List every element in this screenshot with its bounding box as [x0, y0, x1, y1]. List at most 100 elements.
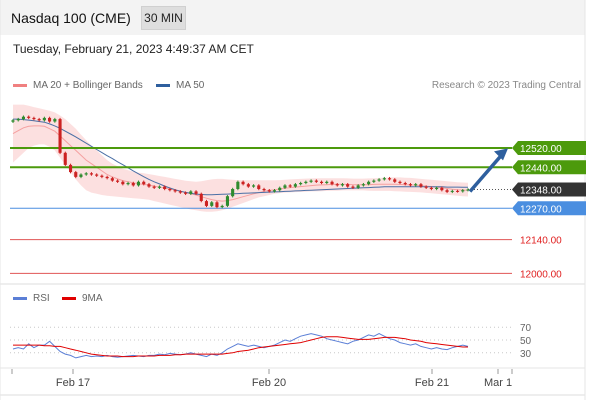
- level-label-12440: 12440.00: [520, 163, 562, 174]
- ma50-line: [13, 118, 468, 196]
- candle-body: [11, 120, 15, 122]
- candle-body: [252, 185, 256, 187]
- candle-body: [330, 181, 334, 185]
- candle-body: [450, 190, 454, 192]
- bollinger-band-area: [13, 104, 468, 212]
- candle-body: [184, 192, 188, 194]
- candle-body: [131, 183, 135, 186]
- candle-body: [121, 181, 125, 185]
- candle-body: [340, 184, 344, 186]
- candle-body: [309, 180, 313, 182]
- candle-body: [388, 178, 392, 180]
- copyright-notice: Research © 2023 Trading Central: [431, 80, 581, 91]
- candle-body: [262, 189, 266, 191]
- candle-body: [445, 190, 449, 192]
- candle-body: [236, 181, 240, 189]
- candle-body: [178, 191, 182, 193]
- candle-body: [435, 187, 439, 189]
- level-tag-12348: [512, 182, 586, 197]
- candle-body: [314, 180, 318, 182]
- candle-body: [225, 196, 229, 206]
- level-tag-12520: [512, 141, 586, 156]
- candle-body: [272, 190, 276, 192]
- candle-body: [429, 187, 433, 189]
- candle-body: [299, 183, 303, 185]
- candle-body: [424, 186, 428, 188]
- legend-swatch-rsi: [13, 297, 27, 300]
- candle-body: [204, 201, 208, 206]
- candle-body: [356, 185, 360, 188]
- legend-rsi: RSI: [13, 293, 50, 304]
- candle-body: [288, 185, 292, 187]
- candle-body: [231, 189, 235, 197]
- projection-arrow-head: [494, 148, 508, 161]
- candle-body: [325, 181, 329, 183]
- level-label-12348: 12348.00: [520, 185, 562, 196]
- candle-body: [105, 176, 109, 179]
- candle-body: [37, 119, 41, 121]
- candle-body: [21, 116, 25, 120]
- x-axis-label: Feb 20: [252, 377, 286, 389]
- candle-body: [110, 178, 114, 181]
- rsi-line: [12, 333, 469, 359]
- candle-body: [168, 189, 172, 191]
- candle-body: [89, 173, 93, 175]
- rsi-tick-label: 50: [520, 336, 532, 347]
- ma20-line: [12, 125, 469, 202]
- timeframe-button[interactable]: 30 MIN: [141, 6, 186, 30]
- candle-body: [163, 186, 167, 189]
- candle-body: [283, 185, 287, 188]
- x-axis-label: Feb 17: [56, 377, 90, 389]
- candle-body: [173, 190, 177, 192]
- candle-body: [220, 205, 224, 208]
- candle-body: [53, 119, 57, 122]
- candle-body: [466, 189, 470, 191]
- candle-body: [79, 174, 83, 177]
- candle-body: [246, 184, 250, 187]
- candle-body: [293, 184, 297, 187]
- candle-body: [257, 185, 261, 189]
- candle-body: [16, 119, 20, 121]
- legend-swatch-ma20: [13, 84, 27, 87]
- candle-body: [377, 179, 381, 181]
- candle-body: [69, 164, 73, 173]
- candle-body: [194, 191, 198, 194]
- candle-body: [408, 184, 412, 186]
- candle-body: [116, 180, 120, 182]
- candle-body: [32, 117, 36, 120]
- candle-body: [136, 181, 140, 186]
- candle-body: [157, 186, 161, 188]
- candle-body: [95, 174, 99, 176]
- candle-body: [398, 181, 402, 183]
- candle-body: [48, 117, 52, 122]
- candle-body: [241, 181, 245, 185]
- level-tag-12270: [512, 201, 586, 216]
- candle-body: [414, 184, 418, 186]
- candle-body: [199, 193, 203, 201]
- candle-body: [403, 183, 407, 185]
- level-label-12520: 12520.00: [520, 144, 562, 155]
- legend-label-ma50: MA 50: [176, 80, 205, 91]
- level-label-12140: 12140.00: [520, 236, 562, 247]
- rsi-tick-label: 70: [520, 323, 532, 334]
- candle-body: [335, 184, 339, 186]
- candle-body: [304, 181, 308, 183]
- projection-arrow-shaft: [468, 152, 505, 193]
- candle-body: [84, 173, 88, 175]
- legend-swatch-9ma: [62, 297, 76, 300]
- candle-body: [456, 190, 460, 192]
- level-label-12270: 12270.00: [520, 204, 562, 215]
- legend-swatch-ma50: [156, 84, 170, 87]
- candle-body: [147, 184, 151, 187]
- candle-body: [42, 117, 46, 121]
- candle-body: [372, 180, 376, 182]
- level-label-12000: 12000.00: [520, 269, 562, 280]
- legend-label-rsi: RSI: [33, 293, 50, 304]
- candle-body: [267, 190, 271, 192]
- candle-body: [189, 191, 193, 194]
- legend-label-9ma: 9MA: [82, 293, 103, 304]
- legend-9ma: 9MA: [62, 293, 103, 304]
- candle-body: [361, 184, 365, 186]
- legend-ma50: MA 50: [156, 80, 204, 91]
- chart-header: Nasdaq 100 (CME) 30 MIN: [0, 0, 585, 35]
